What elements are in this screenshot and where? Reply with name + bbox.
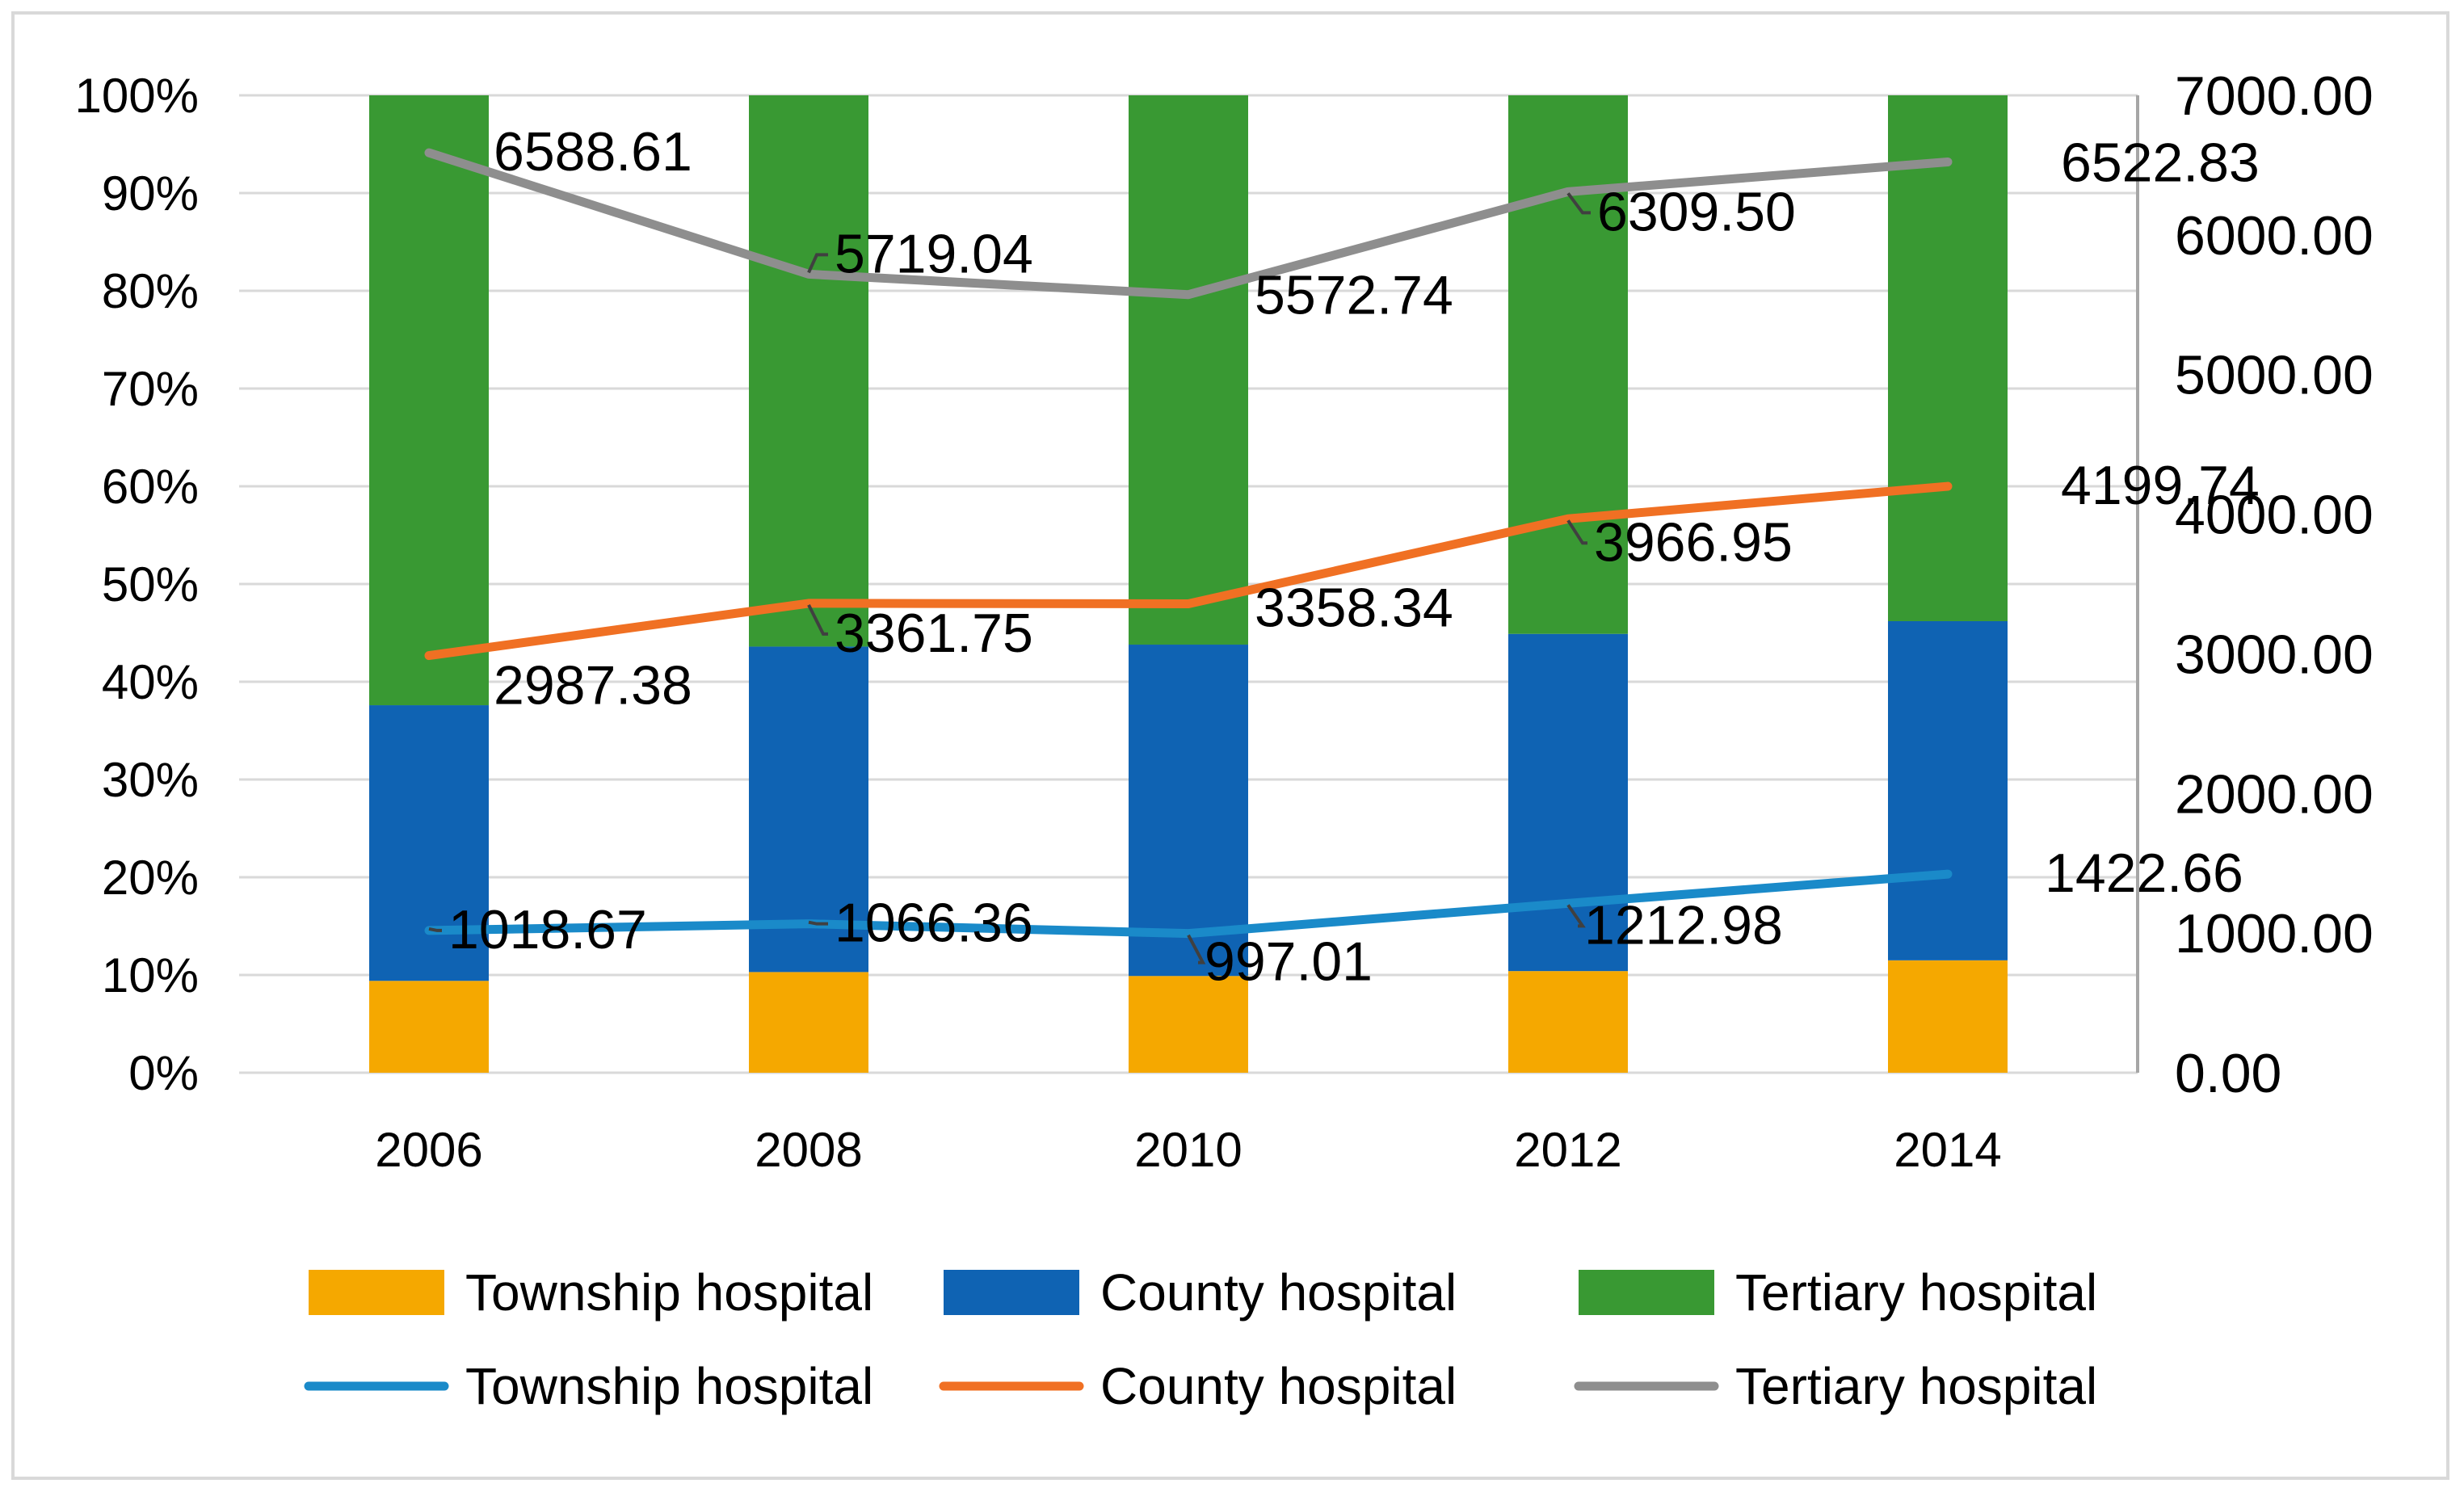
data-label: 3358.34 xyxy=(1255,577,1453,638)
legend-swatch xyxy=(944,1270,1079,1315)
stacked-bars xyxy=(369,95,2008,1073)
data-label: 4199.74 xyxy=(2061,455,2260,516)
data-label: 3966.95 xyxy=(1594,511,1793,573)
legend-label: Tertiary hospital xyxy=(1735,1263,2097,1322)
bar-segment xyxy=(1129,95,1248,645)
legend-label: Tertiary hospital xyxy=(1735,1357,2097,1415)
data-label: 997.01 xyxy=(1205,931,1373,993)
bar-segment xyxy=(369,981,489,1073)
bar-segment xyxy=(749,95,868,647)
left-tick-label: 70% xyxy=(102,362,199,416)
bar-segment xyxy=(1888,620,2008,960)
x-tick-label: 2008 xyxy=(755,1123,862,1177)
legend-swatch xyxy=(309,1270,444,1315)
left-tick-label: 40% xyxy=(102,655,199,709)
legend-label: County hospital xyxy=(1100,1357,1457,1415)
leader-line xyxy=(807,604,828,636)
data-labels: 1018.67 1066.36 997.01 1212.98 1422.66 2987.3… xyxy=(448,121,2260,993)
legend-swatch xyxy=(1579,1270,1714,1315)
right-tick-label: 7000.00 xyxy=(2175,65,2374,127)
bar-segment xyxy=(1508,971,1628,1073)
right-tick-label: 1000.00 xyxy=(2175,903,2374,964)
right-tick-label: 6000.00 xyxy=(2175,205,2374,267)
data-label: 3361.75 xyxy=(835,603,1033,664)
legend-label: Township hospital xyxy=(465,1357,873,1415)
bar-segment xyxy=(1129,976,1248,1073)
data-label: 5719.04 xyxy=(835,223,1033,284)
leader-line xyxy=(808,920,828,926)
right-tick-label: 2000.00 xyxy=(2175,763,2374,825)
data-label: 5572.74 xyxy=(1255,265,1453,326)
bar-segment xyxy=(749,646,868,973)
data-label: 1018.67 xyxy=(448,899,647,960)
left-tick-label: 30% xyxy=(102,753,199,807)
data-label: 6588.61 xyxy=(494,121,692,183)
x-tick-label: 2010 xyxy=(1134,1123,1242,1177)
legend-label: Township hospital xyxy=(465,1263,873,1322)
legend: Township hospital County hospital Tertiary… xyxy=(304,1263,2097,1415)
leader-line xyxy=(428,927,442,932)
bar-segment xyxy=(369,95,489,706)
leader-line xyxy=(1566,192,1591,215)
line-series xyxy=(424,148,1953,939)
left-tick-label: 80% xyxy=(102,264,199,318)
data-label: 1422.66 xyxy=(2045,843,2243,904)
right-tick-label: 3000.00 xyxy=(2175,624,2374,685)
left-tick-label: 10% xyxy=(102,948,199,1002)
left-tick-label: 100% xyxy=(75,69,199,123)
leader-line xyxy=(1187,934,1206,964)
left-tick-label: 60% xyxy=(102,460,199,514)
legend-label: County hospital xyxy=(1100,1263,1457,1322)
data-label: 1066.36 xyxy=(835,893,1033,954)
left-axis-ticks: 0% 10% 20% 30% 40% 50% 60% 70% 80% 90% 100% xyxy=(75,69,199,1100)
right-axis-ticks: 0.00 1000.00 2000.00 3000.00 4000.00 5000.00 6… xyxy=(2175,65,2374,1104)
right-tick-label: 5000.00 xyxy=(2175,345,2374,406)
data-label: 6522.83 xyxy=(2061,132,2260,193)
bar-segment xyxy=(1129,645,1248,977)
x-tick-label: 2006 xyxy=(375,1123,482,1177)
right-tick-label: 4000.00 xyxy=(2175,485,2374,546)
data-label: 1212.98 xyxy=(1584,894,1783,956)
series-line xyxy=(424,148,1953,300)
x-axis-ticks: 2006 2008 2010 2012 2014 xyxy=(375,1123,2001,1177)
bar-segment xyxy=(1888,960,2008,1073)
left-tick-label: 50% xyxy=(102,557,199,611)
data-label: 6309.50 xyxy=(1597,181,1796,242)
leader-line xyxy=(807,253,828,274)
left-tick-label: 90% xyxy=(102,166,199,221)
bar-segment xyxy=(1508,633,1628,972)
series-line xyxy=(424,481,1953,661)
data-label: 2987.38 xyxy=(494,655,692,716)
left-tick-label: 0% xyxy=(128,1046,199,1100)
leader-line xyxy=(1566,519,1587,545)
series-line xyxy=(424,869,1953,939)
label-leader-lines xyxy=(428,192,1591,964)
leader-line xyxy=(1566,904,1586,928)
left-tick-label: 20% xyxy=(102,851,199,905)
bar-segment xyxy=(749,972,868,1073)
x-tick-label: 2014 xyxy=(1894,1123,2001,1177)
bar-segment xyxy=(1888,95,2008,621)
right-tick-label: 0.00 xyxy=(2175,1043,2281,1104)
x-tick-label: 2012 xyxy=(1514,1123,1621,1177)
